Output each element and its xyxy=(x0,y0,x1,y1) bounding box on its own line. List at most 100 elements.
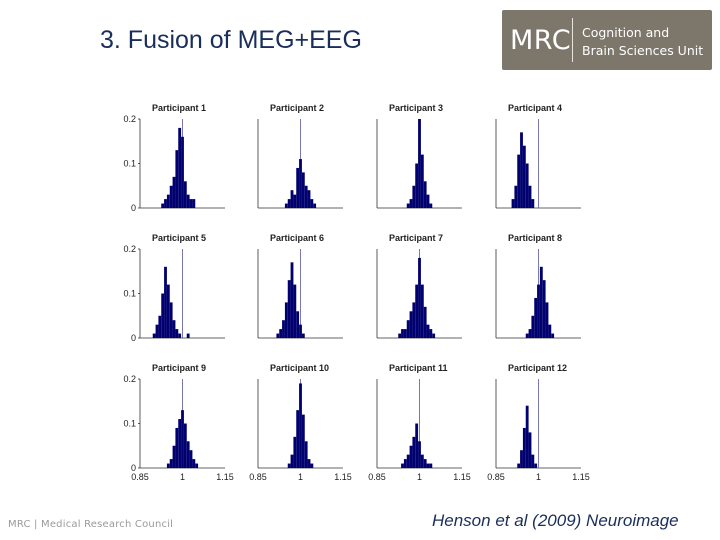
histogram-bar xyxy=(409,311,413,338)
histogram-bar xyxy=(310,463,314,468)
panel-title: Participant 8 xyxy=(508,233,562,243)
histogram-bar xyxy=(287,463,291,468)
histogram-bar xyxy=(313,203,317,208)
histogram-bar xyxy=(415,423,419,468)
x-tick-label: 0.85 xyxy=(368,472,386,482)
histogram-bar xyxy=(406,320,410,338)
y-tick-label: 0 xyxy=(131,203,136,213)
footer-organisation: MRC | Medical Research Council xyxy=(8,519,174,530)
histogram-bar xyxy=(520,132,523,208)
histogram-bar xyxy=(192,459,196,468)
histogram-bar xyxy=(412,302,416,338)
histogram-bar xyxy=(299,159,302,208)
histogram-bar xyxy=(183,423,187,468)
histogram-bar xyxy=(186,333,190,338)
histogram-bar xyxy=(293,436,297,468)
histogram-bar xyxy=(403,329,407,338)
histogram-bar xyxy=(290,262,294,338)
histogram-bar xyxy=(401,329,404,338)
histogram-bar xyxy=(152,333,156,338)
histogram-bar xyxy=(186,194,190,208)
histogram-bar xyxy=(514,185,518,208)
histogram-bar xyxy=(406,203,410,208)
histogram-bar xyxy=(175,329,179,338)
x-tick-label: 1 xyxy=(417,472,422,482)
y-tick-label: 0.1 xyxy=(123,419,136,429)
histogram-bar xyxy=(307,459,311,468)
histogram-bar xyxy=(531,315,535,338)
histogram-bar xyxy=(172,176,176,208)
histogram-bar xyxy=(517,463,521,468)
histogram-bar xyxy=(169,185,173,208)
histogram-bar xyxy=(169,459,173,468)
histogram-bar xyxy=(420,154,424,208)
x-tick-label: 0.85 xyxy=(249,472,267,482)
histogram-bar xyxy=(537,284,540,338)
histogram-bar xyxy=(426,324,430,338)
histogram-bar xyxy=(181,136,184,208)
logo-unit-line-2: Brain Sciences Unit xyxy=(582,43,704,58)
histogram-bar xyxy=(164,266,167,338)
histogram-bar xyxy=(301,172,305,208)
histogram-bar xyxy=(310,199,314,208)
histogram-bar xyxy=(284,203,288,208)
histogram-bar xyxy=(282,320,285,338)
panel-title: Participant 2 xyxy=(270,103,324,113)
histogram-bar xyxy=(178,333,182,338)
x-tick-label: 1 xyxy=(536,472,541,482)
histogram-bar xyxy=(429,203,433,208)
logo-unit-text: Cognition and Brain Sciences Unit xyxy=(582,24,703,60)
x-tick-label: 1 xyxy=(298,472,303,482)
x-tick-label: 0.85 xyxy=(131,472,149,482)
histogram-bar xyxy=(301,333,305,338)
mrc-cbu-logo: MRC Cognition and Brain Sciences Unit xyxy=(502,10,712,70)
histogram-bar xyxy=(548,324,552,338)
histogram-bar xyxy=(172,320,176,338)
histogram-bar xyxy=(296,167,300,208)
slide-title: 3. Fusion of MEG+EEG xyxy=(100,26,362,54)
histogram-bar xyxy=(539,266,543,338)
histogram-bar xyxy=(517,154,521,208)
x-tick-label: 1.15 xyxy=(334,472,352,482)
histogram-bar xyxy=(296,311,300,338)
histogram-bar xyxy=(528,329,532,338)
histogram-bar xyxy=(189,450,193,468)
histogram-bar xyxy=(161,293,165,338)
y-tick-label: 0.1 xyxy=(123,289,136,299)
histogram-bar xyxy=(172,445,176,468)
histogram-bar xyxy=(406,454,410,468)
histogram-bar xyxy=(296,410,300,468)
histogram-bar xyxy=(403,459,407,468)
panel-title: Participant 3 xyxy=(389,103,443,113)
histogram-bar xyxy=(290,454,294,468)
histogram-bar xyxy=(511,199,515,208)
histogram-bar xyxy=(415,163,419,208)
histogram-bar xyxy=(432,333,436,338)
histogram-bar xyxy=(299,383,302,468)
histogram-bar xyxy=(178,127,182,208)
y-tick-label: 0.2 xyxy=(123,114,136,124)
citation: Henson et al (2009) Neuroimage xyxy=(432,511,679,530)
histogram-bar xyxy=(522,145,526,208)
y-tick-label: 0.1 xyxy=(123,159,136,169)
y-tick-label: 0.2 xyxy=(123,374,136,384)
y-tick-label: 0 xyxy=(131,333,136,343)
histogram-bar xyxy=(423,181,427,208)
histogram-bar xyxy=(293,284,297,338)
histogram-bar xyxy=(166,194,170,208)
x-tick-label: 1.15 xyxy=(572,472,590,482)
histogram-bar xyxy=(287,199,291,208)
panel-title: Participant 12 xyxy=(508,363,567,373)
histogram-bar xyxy=(299,324,302,338)
panel-title: Participant 9 xyxy=(152,363,206,373)
panel-title: Participant 10 xyxy=(270,363,329,373)
histogram-bar xyxy=(415,284,419,338)
histogram-bar xyxy=(155,324,159,338)
histogram-bar xyxy=(189,199,193,208)
histogram-bar xyxy=(290,190,294,208)
histogram-bar xyxy=(178,419,182,468)
histogram-bar xyxy=(551,333,555,338)
histogram-bar xyxy=(418,257,421,338)
histogram-bar xyxy=(528,185,532,208)
